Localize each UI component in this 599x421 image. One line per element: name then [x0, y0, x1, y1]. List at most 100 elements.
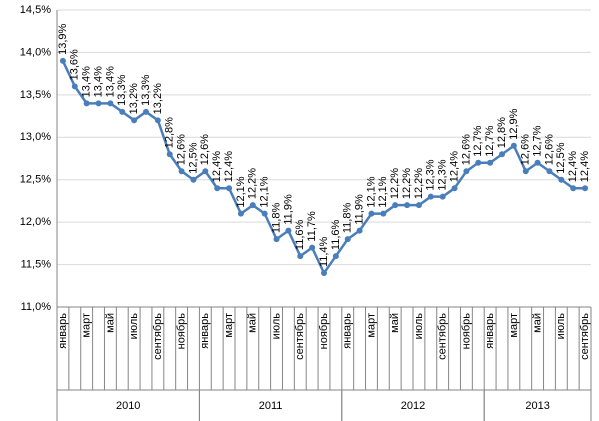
data-label: 12,6%: [520, 134, 532, 165]
x-tick-label: май: [532, 313, 544, 333]
data-label: 12,5%: [187, 142, 199, 173]
marker: [166, 151, 173, 158]
marker: [558, 176, 565, 183]
data-label: 13,4%: [104, 66, 116, 97]
data-label: 13,2%: [152, 83, 164, 114]
marker: [107, 100, 114, 107]
data-label: 12,6%: [543, 134, 555, 165]
data-label: 12,2%: [413, 168, 425, 199]
marker: [83, 100, 90, 107]
marker: [202, 168, 209, 175]
marker: [392, 202, 399, 209]
marker: [190, 176, 197, 183]
data-label: 12,6%: [176, 134, 188, 165]
marker: [178, 168, 185, 175]
data-label: 12,9%: [508, 108, 520, 139]
marker: [249, 202, 256, 209]
marker: [285, 227, 292, 234]
data-label: 12,6%: [199, 134, 211, 165]
marker: [368, 210, 375, 217]
group-label: 2011: [259, 400, 283, 412]
data-label: 11,6%: [330, 219, 342, 250]
x-tick-label: март: [508, 313, 520, 338]
marker: [59, 57, 66, 64]
data-label: 12,1%: [259, 176, 271, 207]
data-label: 12,2%: [401, 168, 413, 199]
x-tick-label: ноябрь: [460, 313, 472, 350]
marker: [119, 108, 126, 115]
y-tick-label: 12,0%: [20, 216, 51, 228]
group-label: 2010: [116, 400, 140, 412]
data-label: 12,2%: [389, 168, 401, 199]
data-label: 12,7%: [472, 125, 484, 156]
data-label: 12,4%: [223, 151, 235, 182]
x-tick-label: март: [223, 313, 235, 338]
marker: [143, 108, 149, 115]
x-tick-label: ноябрь: [318, 313, 330, 350]
data-label: 12,4%: [579, 151, 591, 182]
data-label: 11,9%: [354, 194, 366, 225]
data-label: 12,1%: [365, 176, 377, 207]
x-tick-label: март: [81, 313, 93, 338]
data-label: 13,4%: [81, 66, 93, 97]
y-tick-label: 13,0%: [20, 131, 51, 143]
marker: [522, 168, 529, 175]
marker: [309, 244, 316, 251]
x-tick-label: сентябрь: [152, 313, 164, 360]
marker: [499, 151, 505, 158]
x-tick-label: июль: [413, 313, 425, 340]
x-tick-label: май: [389, 313, 401, 333]
group-label: 2013: [525, 400, 549, 412]
marker: [487, 159, 494, 166]
data-label: 12,6%: [460, 134, 472, 165]
data-label: 12,4%: [211, 151, 223, 182]
x-tick-label: июль: [555, 313, 567, 340]
data-label: 13,9%: [57, 24, 69, 55]
marker: [95, 100, 102, 107]
marker: [380, 210, 387, 217]
data-label: 12,4%: [448, 151, 460, 182]
x-tick-label: сентябрь: [294, 313, 306, 360]
data-label: 11,7%: [306, 211, 318, 242]
marker: [451, 185, 458, 192]
data-label: 12,2%: [247, 168, 259, 199]
y-tick-label: 12,5%: [20, 174, 51, 186]
y-tick-label: 14,5%: [20, 4, 51, 16]
marker: [534, 159, 541, 166]
data-label: 11,4%: [318, 236, 330, 267]
data-label: 11,8%: [342, 203, 354, 234]
data-label: 13,2%: [128, 83, 140, 114]
marker: [404, 202, 411, 209]
x-tick-label: ноябрь: [176, 313, 188, 350]
x-tick-label: январь: [57, 313, 69, 349]
x-tick-label: январь: [199, 313, 211, 349]
data-label: 13,3%: [140, 74, 152, 105]
data-label: 12,8%: [496, 117, 508, 148]
data-label: 13,6%: [69, 49, 81, 80]
data-label: 12,7%: [532, 125, 544, 156]
x-tick-label: март: [365, 313, 377, 338]
data-label: 12,4%: [567, 151, 579, 182]
data-label: 11,8%: [270, 203, 282, 234]
x-tick-label: июль: [270, 313, 282, 340]
y-tick-label: 11,5%: [21, 258, 52, 270]
group-label: 2012: [401, 400, 425, 412]
data-label: 12,1%: [377, 176, 389, 207]
marker: [131, 117, 138, 124]
marker: [273, 236, 280, 243]
marker: [463, 168, 470, 175]
marker: [332, 253, 339, 260]
y-tick-label: 11,0%: [21, 301, 52, 313]
marker: [154, 117, 161, 124]
marker: [321, 270, 327, 277]
x-tick-label: январь: [342, 313, 354, 349]
marker: [226, 185, 233, 192]
x-tick-label: май: [104, 313, 116, 333]
x-tick-label: январь: [484, 313, 496, 349]
marker: [546, 168, 553, 175]
marker: [237, 210, 244, 217]
x-tick-label: май: [247, 313, 259, 333]
marker: [415, 202, 422, 209]
